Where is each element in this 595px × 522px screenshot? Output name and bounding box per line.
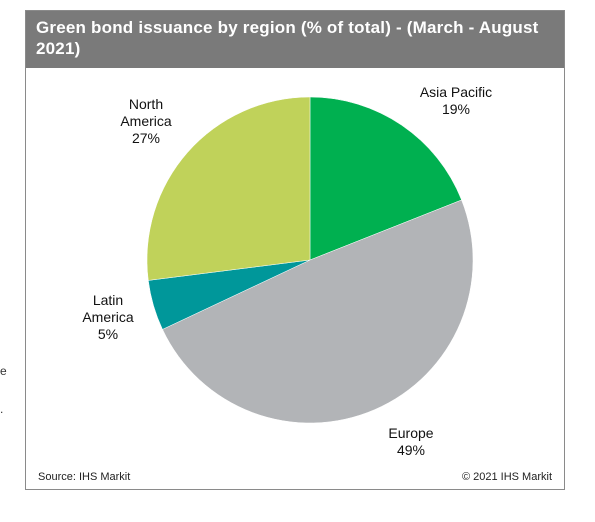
- chart-frame: Green bond issuance by region (% of tota…: [25, 10, 565, 490]
- slice-label-line: 19%: [442, 101, 470, 117]
- pie-slice-north-america: [146, 96, 311, 281]
- pie-chart: Asia Pacific 19%Europe 49%Latin America 5%No…: [82, 84, 492, 458]
- slice-label-line: 5%: [98, 326, 118, 342]
- pie-labels: Asia Pacific 19%Europe 49%Latin America 5%No…: [82, 84, 492, 458]
- slice-label-latin-america: Latin America 5%: [82, 292, 134, 342]
- slice-label-line: Asia Pacific: [420, 84, 492, 100]
- chart-title: Green bond issuance by region (% of tota…: [36, 18, 539, 58]
- chart-header: Green bond issuance by region (% of tota…: [26, 11, 564, 68]
- slice-label-asia-pacific: Asia Pacific 19%: [420, 84, 492, 117]
- slice-label-line: Europe: [388, 425, 433, 441]
- pie-slice-asia-pacific: [309, 96, 462, 261]
- slice-label-line: North: [129, 96, 163, 112]
- copyright-note: © 2021 IHS Markit: [461, 471, 552, 483]
- pie-slice-europe: [162, 199, 474, 424]
- stray-text-dot: .: [0, 402, 4, 416]
- pie-slices: [146, 96, 474, 424]
- slice-label-north-america: North America 27%: [120, 96, 172, 146]
- source-note: Source: IHS Markit: [38, 471, 131, 483]
- stray-text-e: e: [0, 364, 7, 378]
- slice-label-line: America: [82, 309, 134, 325]
- slice-label-europe: Europe 49%: [388, 425, 433, 458]
- slice-label-line: 49%: [397, 442, 425, 458]
- slice-label-line: 27%: [132, 130, 160, 146]
- slice-label-line: America: [120, 113, 172, 129]
- slice-label-line: Latin: [93, 292, 123, 308]
